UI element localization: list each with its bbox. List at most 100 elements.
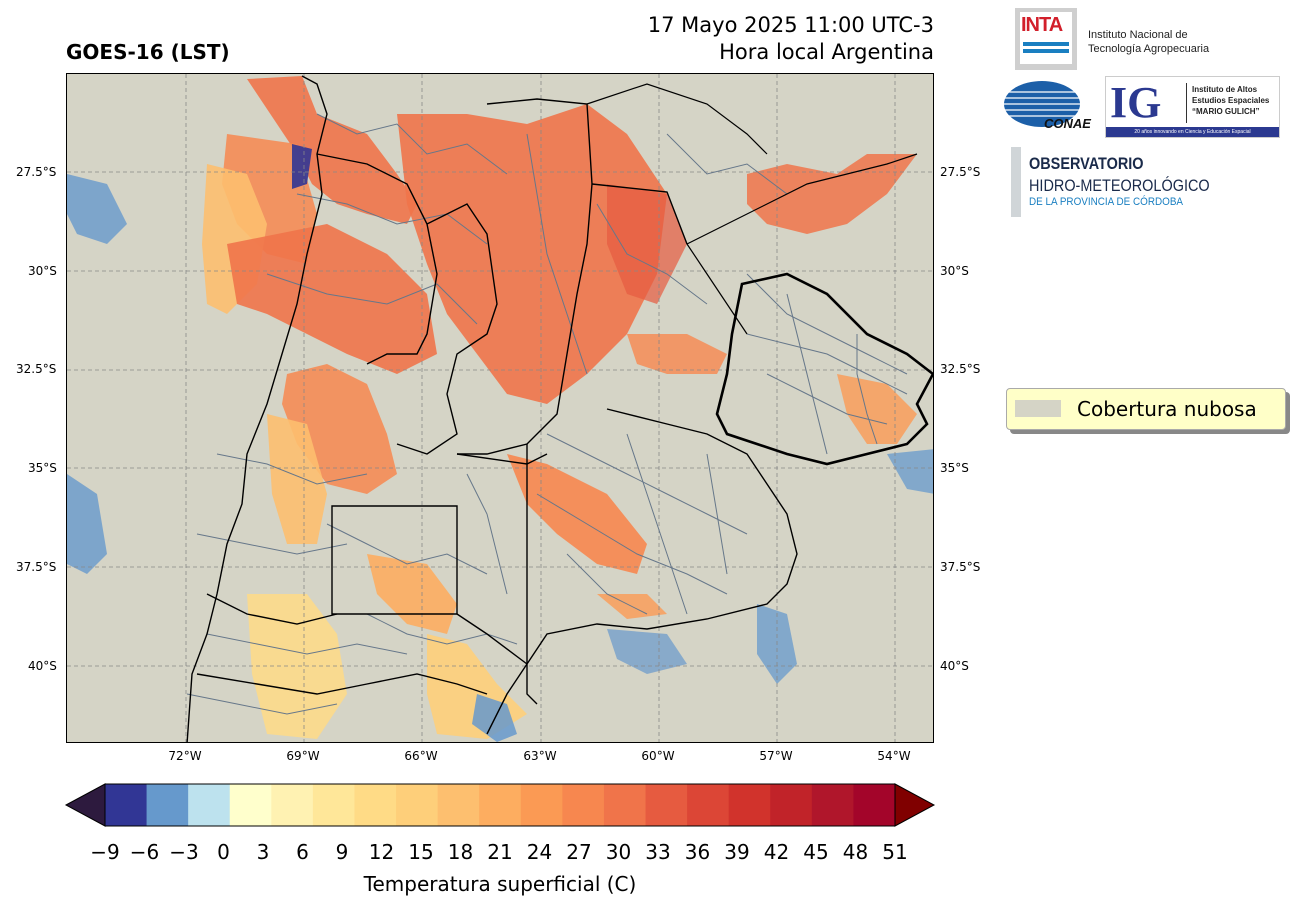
colorbar-cell (770, 784, 813, 826)
colorbar-tick-label: 33 (645, 840, 671, 864)
ohm-logo: OBSERVATORIO HIDRO-METEOROLÓGICO DE LA P… (1029, 154, 1242, 208)
colorbar-cell (479, 784, 522, 826)
inta-logo-mark: INTA (1021, 14, 1063, 36)
lat-label-right: 30°S (940, 264, 969, 278)
colorbar-tick-label: 15 (408, 840, 434, 864)
ig-line: “MARIO GULICH” (1192, 107, 1260, 116)
colorbar-cell (811, 784, 854, 826)
inta-name: Instituto Nacional de Tecnología Agropec… (1088, 28, 1209, 56)
map-panel (66, 73, 934, 743)
lon-label: 72°W (168, 749, 202, 763)
lat-label-right: 27.5°S (940, 165, 981, 179)
graticule (67, 74, 933, 742)
ig-logo: IG Instituto de Altos Estudios Espaciale… (1105, 76, 1280, 138)
colorbar (64, 783, 936, 827)
lat-label-left: 32.5°S (16, 362, 57, 376)
colorbar-cell (229, 784, 272, 826)
lat-label-left: 27.5°S (16, 165, 57, 179)
colorbar-tick-label: 27 (566, 840, 592, 864)
datetime-heading: 17 Mayo 2025 11:00 UTC-3 Hora local Arge… (648, 12, 934, 66)
colorbar-under-arrow (64, 783, 106, 827)
colorbar-tick-label: −9 (90, 840, 120, 864)
colorbar-tick-label: 39 (724, 840, 750, 864)
colorbar-tick-label: 48 (842, 840, 869, 864)
lat-label-left: 40°S (28, 659, 57, 673)
ohm-line: DE LA PROVINCIA DE CÓRDOBA (1029, 196, 1184, 208)
ig-tagline: 20 años innovando en Ciencia y Educación… (1106, 127, 1279, 137)
lat-label-right: 32.5°S (940, 362, 981, 376)
colorbar-cell (188, 784, 231, 826)
colorbar-tick-label: 24 (526, 840, 553, 864)
colorbar-cell (105, 784, 148, 826)
cloud-cover-label: Cobertura nubosa (1077, 397, 1257, 421)
colorbar-tick-label: 9 (335, 840, 349, 864)
colorbar-tick-label: 45 (803, 840, 829, 864)
colorbar-cell (520, 784, 563, 826)
colorbar-cell (728, 784, 771, 826)
colorbar-cell (562, 784, 605, 826)
map-canvas (67, 74, 933, 742)
inta-line: Instituto Nacional de (1088, 29, 1188, 41)
province-borders (186, 75, 798, 742)
colorbar-tick-label: −3 (169, 840, 199, 864)
colorbar-cell (312, 784, 355, 826)
lat-label-left: 35°S (28, 461, 57, 475)
colorbar-tick-label: −6 (129, 840, 160, 864)
colorbar-cell (354, 784, 397, 826)
lon-label: 54°W (877, 749, 911, 763)
datetime-label: 17 Mayo 2025 11:00 UTC-3 (647, 13, 934, 37)
lat-label-right: 35°S (940, 461, 969, 475)
ig-line: Instituto de Altos (1192, 85, 1258, 94)
colorbar-tick-label: 3 (256, 840, 270, 864)
conae-logo-mark: CONAE (1044, 116, 1091, 131)
uruguay-departments (746, 293, 908, 455)
ohm-logo-bar (1011, 147, 1021, 217)
colorbar-frame (104, 783, 896, 827)
colorbar-cell (603, 784, 647, 826)
lat-label-left: 37.5°S (16, 560, 57, 574)
uruguay-border (715, 272, 933, 466)
colorbar-cell (687, 784, 730, 826)
colorbar-cell (853, 784, 896, 826)
colorbar-over-arrow (894, 783, 936, 827)
department-borders (186, 113, 908, 715)
ig-line: Estudios Espaciales (1192, 96, 1270, 105)
colorbar-tick-label: 51 (882, 840, 908, 864)
lat-label-left: 30°S (28, 264, 57, 278)
ig-logo-mark: IG (1110, 78, 1162, 127)
colorbar-tick-label: 6 (296, 840, 309, 864)
inta-logo: INTA (1015, 8, 1077, 70)
lon-label: 63°W (523, 749, 557, 763)
cloud-cover-swatch (1015, 400, 1061, 417)
lst-field (202, 76, 917, 739)
lon-label: 66°W (404, 749, 438, 763)
ig-name: Instituto de Altos Estudios Espaciales “… (1192, 84, 1269, 117)
colorbar-tick-label: 42 (763, 840, 790, 864)
cold-patches (67, 144, 933, 742)
lon-label: 60°W (641, 749, 675, 763)
lon-label: 57°W (759, 749, 793, 763)
colorbar-cell (146, 784, 189, 826)
inta-line: Tecnología Agropecuaria (1088, 43, 1210, 55)
colorbar-tick-label: 30 (605, 840, 632, 864)
colorbar-cell (645, 784, 688, 826)
colorbar-tick-label: 36 (684, 840, 711, 864)
ohm-line: OBSERVATORIO (1029, 154, 1144, 173)
colorbar-tick-label: 21 (487, 840, 513, 864)
northeast-borders (586, 83, 918, 335)
colorbar-tick-label: 0 (217, 840, 230, 864)
colorbar-cells (105, 784, 896, 826)
lat-label-right: 40°S (940, 659, 969, 673)
local-time-label: Hora local Argentina (719, 40, 934, 64)
map-title: GOES-16 (LST) (66, 40, 230, 64)
colorbar-cell (271, 784, 314, 826)
colorbar-cell (437, 784, 480, 826)
colorbar-tick-label: 18 (447, 840, 474, 864)
lon-label: 69°W (286, 749, 320, 763)
lat-label-right: 37.5°S (940, 560, 981, 574)
cloud-cover-legend: Cobertura nubosa (1006, 388, 1286, 430)
ohm-line: HIDRO-METEOROLÓGICO (1029, 176, 1210, 195)
conae-logo: CONAE (1004, 80, 1091, 132)
colorbar-label: Temperatura superficial (C) (363, 872, 637, 896)
colorbar-cell (396, 784, 439, 826)
